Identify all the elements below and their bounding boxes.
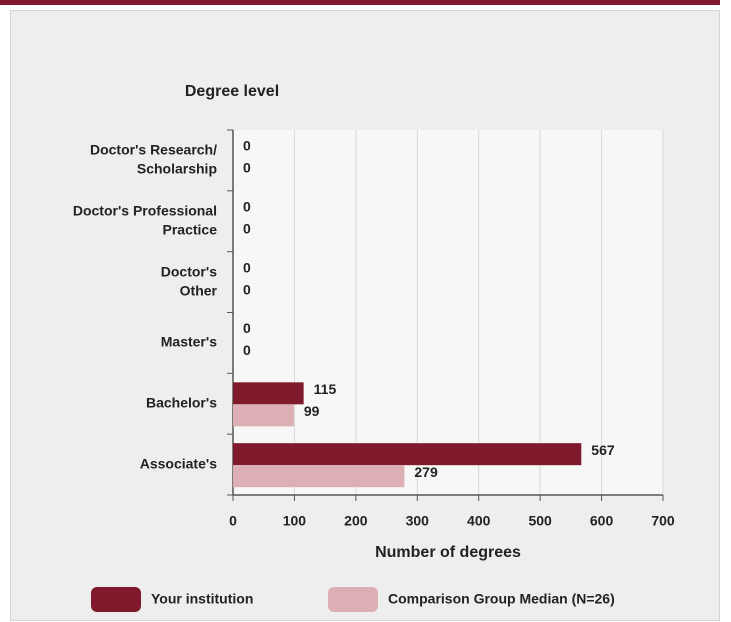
x-tick-label: 500 [528, 513, 552, 529]
value-label: 0 [243, 320, 251, 336]
value-label: 0 [243, 199, 251, 215]
legend-label: Your institution [151, 591, 253, 607]
x-tick-label: 700 [651, 513, 675, 529]
value-label: 0 [243, 342, 251, 358]
legend-swatch [328, 587, 378, 612]
y-tick-label: Scholarship [137, 161, 217, 177]
value-label: 0 [243, 259, 251, 275]
y-tick-label: Practice [163, 221, 218, 237]
y-tick-label: Doctor's Professional [73, 202, 217, 218]
y-tick-label: Other [180, 282, 218, 298]
value-label: 567 [591, 442, 615, 458]
x-tick-label: 300 [406, 513, 430, 529]
value-label: 279 [414, 464, 438, 480]
x-tick-label: 100 [283, 513, 307, 529]
legend-label: Comparison Group Median (N=26) [388, 591, 615, 607]
top-bar [0, 0, 720, 5]
bar [233, 465, 405, 488]
y-tick-label: Doctor's [161, 263, 217, 279]
y-tick-label: Doctor's Research/ [90, 142, 217, 158]
x-tick-label: 0 [229, 513, 237, 529]
y-tick-label: Associate's [140, 455, 217, 471]
x-tick-label: 400 [467, 513, 491, 529]
y-axis-title: Degree level [185, 83, 279, 100]
bar [233, 382, 304, 405]
x-tick-label: 200 [344, 513, 368, 529]
value-label: 0 [243, 221, 251, 237]
bar [233, 443, 582, 466]
value-label: 99 [304, 403, 320, 419]
bar [233, 404, 294, 427]
value-label: 0 [243, 138, 251, 154]
value-label: 115 [314, 381, 337, 397]
value-label: 0 [243, 160, 251, 176]
plot-area [233, 130, 663, 495]
value-label: 0 [243, 281, 251, 297]
y-tick-label: Master's [161, 334, 217, 350]
x-axis-title: Number of degrees [375, 544, 521, 561]
legend-swatch [91, 587, 141, 612]
y-tick-label: Bachelor's [146, 394, 217, 410]
x-tick-label: 600 [590, 513, 614, 529]
